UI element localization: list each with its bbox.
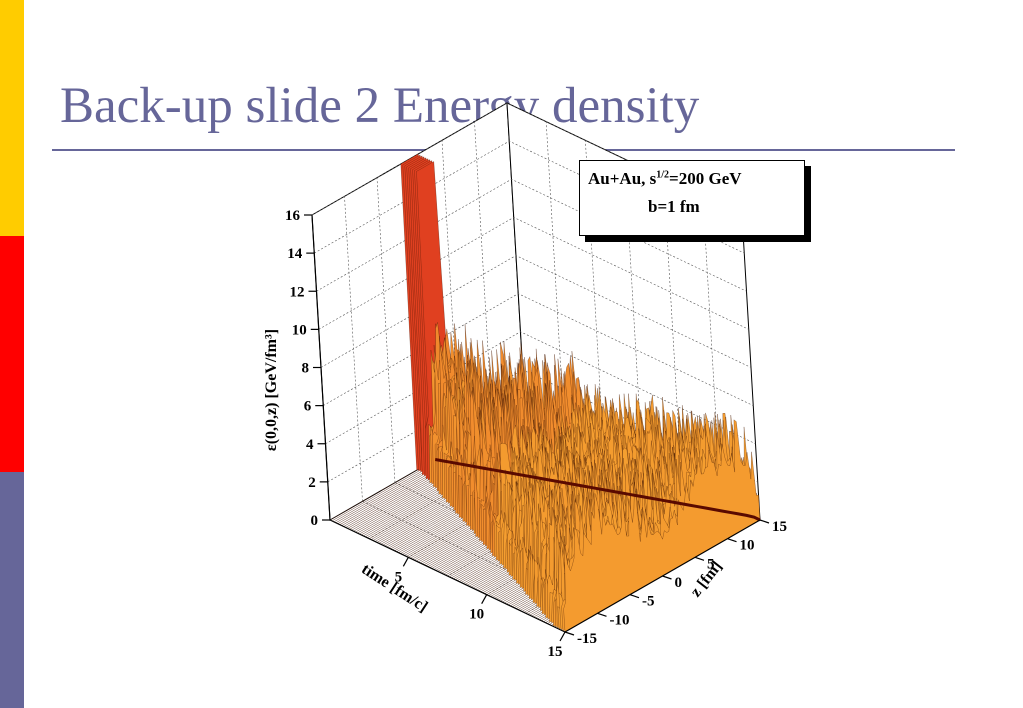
stripe-red [0, 236, 24, 472]
grid-line [702, 196, 722, 502]
time-tick [481, 594, 488, 604]
stripe-purple [0, 472, 24, 708]
grid-line [624, 158, 643, 465]
surface-ribbon [563, 419, 761, 633]
space-tick [694, 556, 705, 561]
legend-impact-label: b=1 fm [648, 197, 700, 216]
space-tick [662, 575, 672, 580]
energy-tick-label: 6 [304, 399, 312, 415]
space-tick-label: 0 [675, 575, 683, 591]
grid-line [318, 217, 749, 330]
space-tick-label: 10 [740, 538, 755, 554]
space-axis-label: z [fm] [687, 558, 725, 600]
grid-line [585, 140, 604, 446]
plot-axes: 0 2 4 6 8 10 12 14 16 5 10 15 -15 -10 -5 0 5 10 15 [285, 208, 787, 660]
stripe-yellow [0, 0, 24, 236]
energy-tick-label: 4 [306, 437, 314, 453]
time-tick-label: 15 [548, 644, 563, 660]
slide-title: Back-up slide 2 Energy density [60, 78, 700, 134]
plot-surface [329, 153, 761, 633]
energy-tick-label: 10 [292, 322, 307, 338]
grid-line [545, 121, 565, 427]
time-tick-label: 10 [469, 607, 484, 623]
space-tick-label: -5 [642, 594, 655, 610]
legend-suffix: =200 GeV [669, 169, 742, 188]
legend-sup: 1/2 [656, 169, 670, 181]
legend-box: Au+Au, s1/2=200 GeV b=1 fm [579, 160, 805, 236]
space-tick [597, 612, 607, 617]
grid-line [376, 177, 396, 483]
grid-line [441, 140, 461, 446]
energy-tick-label: 12 [290, 284, 305, 300]
time-axis-line [329, 519, 566, 633]
grid-line [314, 140, 745, 254]
grid-line [325, 331, 756, 445]
energy-tick-label: 0 [311, 513, 319, 529]
space-tick-label: 15 [772, 519, 787, 535]
grid-line [316, 178, 747, 292]
time-tick [559, 631, 566, 642]
energy-tick-label: 8 [302, 361, 310, 377]
time-tick-label: 5 [395, 569, 403, 585]
legend-collision-label: Au+Au, s1/2=200 GeV [588, 169, 742, 189]
energy-tick-label: 16 [285, 208, 301, 224]
space-tick [759, 519, 770, 524]
z-axis-label: ε(0,0,z) [GeV/fm³] [263, 329, 280, 451]
grid-line [311, 102, 743, 216]
space-tick-label: -10 [610, 612, 630, 628]
grid-line [344, 196, 363, 502]
energy-tick-label: 2 [308, 475, 316, 491]
grid-line [323, 293, 754, 406]
space-tick-label: -15 [577, 631, 597, 647]
grid-line [663, 177, 682, 483]
space-tick-label: 5 [707, 556, 715, 572]
grid-line [320, 255, 752, 368]
space-tick [727, 538, 737, 543]
energy-tick-label: 14 [287, 246, 303, 262]
space-tick [629, 594, 640, 599]
legend-prefix: Au+Au, s [588, 169, 657, 188]
surface-edge [435, 458, 761, 522]
grid-line [474, 121, 493, 427]
space-tick [564, 631, 575, 636]
time-tick [402, 557, 409, 567]
